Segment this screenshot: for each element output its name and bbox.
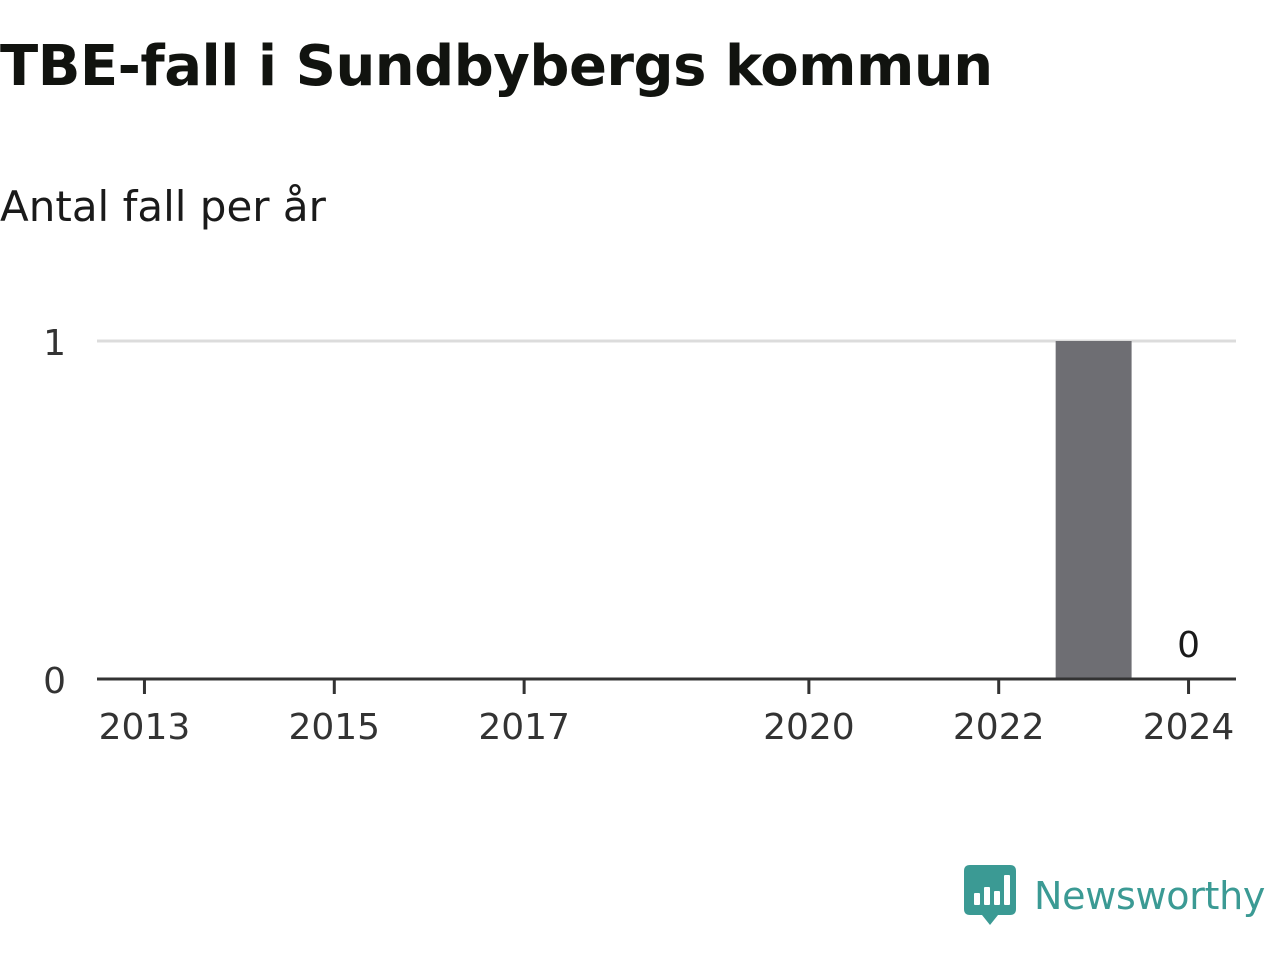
data-label: 0 xyxy=(1177,625,1200,666)
chart-title: TBE-fall i Sundbybergs kommun xyxy=(0,34,993,99)
y-tick-label: 1 xyxy=(43,323,66,364)
brand-logo: Newsworthy xyxy=(964,864,1265,928)
x-tick-label: 2015 xyxy=(288,707,380,748)
labels: 0 1 2013 2015 2017 2020 2022 2024 0 xyxy=(43,323,1234,748)
x-tick-label: 2020 xyxy=(763,707,855,748)
x-tick-label: 2013 xyxy=(99,707,191,748)
x-axis xyxy=(97,677,1236,694)
x-tick-label: 2024 xyxy=(1143,707,1235,748)
bars xyxy=(1055,341,1132,679)
x-tick-label: 2017 xyxy=(478,707,570,748)
chart-subtitle: Antal fall per år xyxy=(0,182,326,231)
x-tick-label: 2022 xyxy=(953,707,1045,748)
bar xyxy=(1055,341,1132,679)
brand-name: Newsworthy xyxy=(1034,874,1266,918)
y-tick-label: 0 xyxy=(43,661,66,702)
newsworthy-logo-icon xyxy=(964,865,1016,925)
